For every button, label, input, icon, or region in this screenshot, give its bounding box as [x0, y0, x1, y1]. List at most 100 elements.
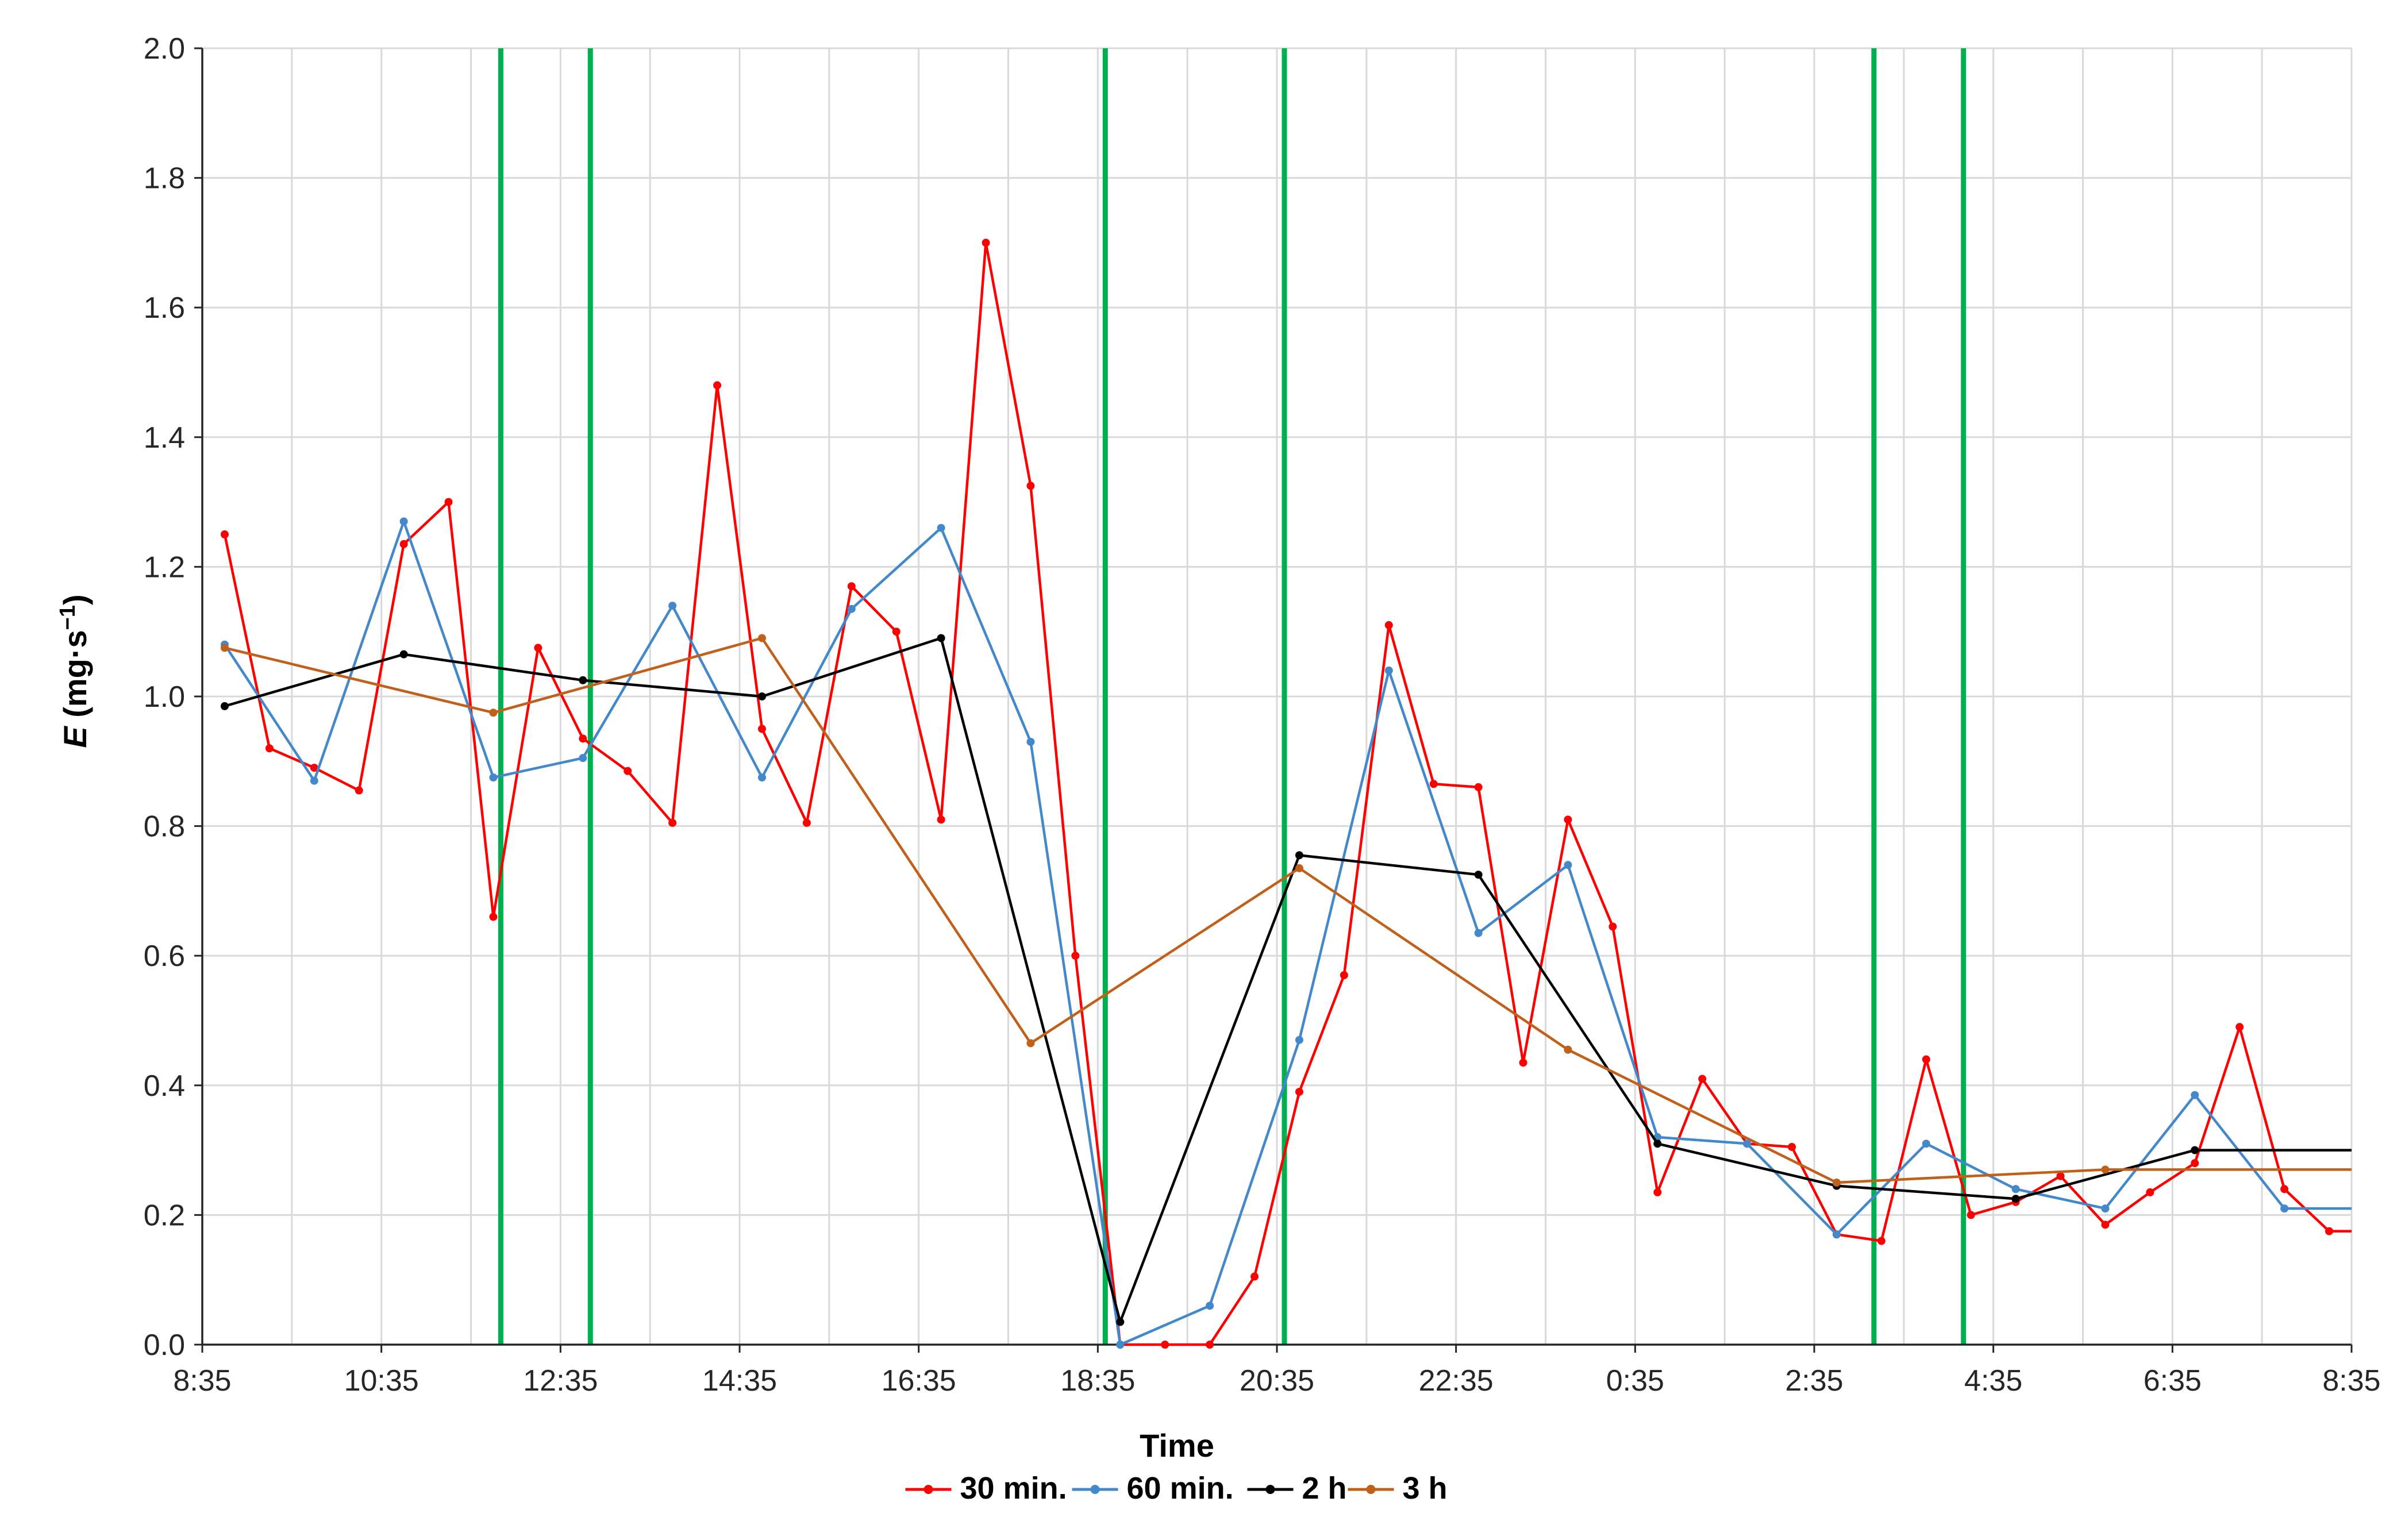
gridlines [202, 47, 2353, 1345]
y-tick-label: 1.8 [144, 162, 185, 195]
data-point [1474, 783, 1483, 791]
data-point [2235, 1023, 2244, 1031]
data-point [1116, 1318, 1125, 1326]
data-point [2191, 1159, 2199, 1168]
y-axis-title: E (mg·s−1) [56, 594, 93, 748]
data-point [1519, 1058, 1527, 1067]
legend-label: 2 h [1302, 1471, 1347, 1506]
data-point [220, 644, 229, 652]
data-point [757, 634, 766, 642]
data-point [1474, 929, 1483, 937]
data-point [713, 381, 722, 390]
data-point [1206, 1341, 1214, 1349]
x-tick-label: 2:35 [1785, 1364, 1843, 1397]
data-point [937, 815, 945, 824]
data-point [1026, 737, 1035, 746]
x-axis-title: Time [1140, 1427, 1214, 1464]
x-tick-labels: 8:35 10:35 12:35 14:35 16:35 18:35 20:35 22:35 0… [173, 1364, 2380, 1397]
data-point [1026, 1039, 1035, 1048]
data-point [2280, 1204, 2289, 1213]
series-line [224, 637, 2352, 1323]
y-axis-variable: E [57, 726, 93, 748]
data-point [2280, 1185, 2289, 1194]
data-point [937, 523, 945, 532]
data-point [489, 913, 498, 921]
y-tick-label: 0.6 [144, 940, 185, 973]
data-point [310, 776, 318, 785]
data-point [1295, 1088, 1303, 1096]
data-point [757, 725, 766, 733]
data-point [310, 764, 318, 772]
data-point [2056, 1172, 2065, 1180]
data-point [1653, 1188, 1662, 1196]
legend: 30 min. 60 min. 2 h 3 h [905, 1471, 1448, 1506]
data-point [220, 702, 229, 710]
data-point [1206, 1302, 1214, 1310]
data-point [2101, 1165, 2110, 1174]
y-tick-label: 1.4 [144, 421, 185, 455]
data-point [1832, 1179, 1841, 1187]
data-point [399, 540, 408, 548]
x-tick-label: 22:35 [1419, 1364, 1494, 1397]
data-point [2325, 1227, 2334, 1235]
data-point [892, 627, 901, 636]
data-point [847, 605, 856, 613]
data-point [2011, 1195, 2020, 1203]
axes [194, 47, 2353, 1353]
data-point [1384, 621, 1393, 629]
legend-item: 3 h [1348, 1471, 1448, 1506]
legend-marker-swatch [1265, 1485, 1275, 1494]
y-tick-labels: 0.0 0.2 0.4 0.6 0.8 1.0 1.2 1.4 1.6 1.8 2.0 [144, 32, 185, 1362]
data-point [1250, 1272, 1259, 1281]
series-3-h [220, 634, 2352, 1187]
legend-label: 3 h [1403, 1471, 1448, 1506]
data-point [668, 602, 677, 610]
data-point [1161, 1341, 1169, 1349]
y-tick-label: 0.4 [144, 1069, 185, 1103]
x-tick-label: 20:35 [1240, 1364, 1314, 1397]
y-tick-label: 0.8 [144, 810, 185, 844]
vertical-markers [498, 48, 1967, 1345]
data-point [937, 634, 945, 642]
x-tick-label: 4:35 [1964, 1364, 2022, 1397]
data-point [1564, 861, 1572, 869]
data-point [579, 734, 587, 743]
data-point [579, 676, 587, 684]
data-point [2101, 1204, 2110, 1213]
data-point [2191, 1091, 2199, 1099]
legend-marker-swatch [1090, 1485, 1100, 1494]
data-point [1384, 666, 1393, 675]
data-point [1295, 1035, 1303, 1044]
data-point [444, 498, 453, 506]
y-tick-label: 1.0 [144, 680, 185, 714]
series-line [224, 520, 2352, 1346]
data-point [1922, 1055, 1930, 1064]
data-point [1922, 1139, 1930, 1148]
data-point [399, 517, 408, 526]
data-point [1295, 864, 1303, 872]
x-tick-label: 8:35 [2322, 1364, 2380, 1397]
series-60-min [220, 517, 2352, 1349]
data-point [624, 767, 632, 775]
data-point [982, 238, 990, 247]
data-point [1743, 1139, 1752, 1148]
data-point [1340, 971, 1348, 980]
data-point [2101, 1221, 2110, 1229]
data-point [1788, 1142, 1796, 1151]
data-point [757, 692, 766, 700]
x-tick-label: 16:35 [882, 1364, 956, 1397]
data-point [489, 773, 498, 781]
series-line [223, 241, 2352, 1346]
data-point [668, 818, 677, 827]
legend-item: 30 min. [905, 1471, 1067, 1506]
series-line [224, 637, 2352, 1184]
y-tick-label: 0.2 [144, 1199, 185, 1232]
data-point [399, 650, 408, 659]
data-point [1429, 780, 1438, 788]
data-point [1832, 1230, 1841, 1239]
data-point [534, 644, 542, 652]
y-tick-label: 1.2 [144, 550, 185, 584]
data-point [489, 709, 498, 717]
y-axis-unit: (mg·s [57, 630, 93, 726]
x-tick-label: 6:35 [2144, 1364, 2202, 1397]
